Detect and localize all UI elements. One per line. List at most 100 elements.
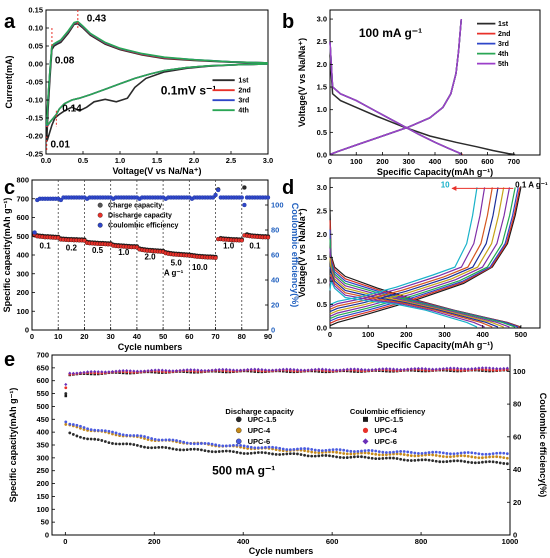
panel-a: 0.43 0.08 0.14 0.01 0.1mV s⁻¹ 1st 2nd 3rd 4th 0.0… [4, 6, 273, 177]
rate-charge-curve [329, 187, 478, 306]
x-tick-label: 400 [476, 330, 489, 339]
cycle-point-UPC-6 [178, 368, 182, 373]
cycle-point-UPC-6 [303, 447, 306, 450]
x-tick-label: 1000 [502, 537, 519, 546]
cycle-point-UPC-6 [306, 447, 310, 451]
cycle-point-UPC-1.5 [505, 462, 509, 466]
x-tick-label: 200 [376, 157, 389, 166]
cycle-point-UPC-6 [345, 449, 349, 453]
cycle-point-UPC-1.5 [264, 451, 267, 455]
cycle-point-UPC-1.5 [466, 460, 470, 464]
charge-curve-5th [329, 19, 463, 156]
cycle-point-UPC-6 [228, 368, 232, 372]
cycle-point-UPC-6 [459, 367, 463, 371]
cycle-point-UPC-6 [395, 450, 399, 454]
cycle-point-UPC-6 [377, 367, 381, 371]
cycle-point-UPC-6 [391, 367, 396, 371]
cycle-point-UPC-1.5 [360, 455, 363, 459]
cycle-point-UPC-6 [498, 367, 502, 371]
y-right-axis-title: Coulombic efficiency(%) [290, 203, 300, 308]
cycle-point-UPC-6 [402, 450, 406, 453]
cycle-point-UPC-4 [374, 452, 378, 456]
cycle-point-UPC-6 [160, 438, 164, 442]
cycle-point-UPC-4 [505, 456, 509, 460]
cycle-point-UPC-4 [338, 451, 342, 455]
cycle-point-UPC-6 [117, 369, 122, 373]
cycle-point-UPC-6 [86, 427, 89, 431]
cycle-point-UPC-1.5 [125, 442, 129, 446]
cycle-point-UPC-6 [370, 368, 374, 372]
cycle-point-UPC-6 [157, 438, 161, 442]
cycle-point-UPC-6 [174, 369, 179, 373]
rate-charge-curve [329, 187, 511, 317]
cycle-point-UPC-6 [143, 435, 146, 438]
cycle-point-UPC-1.5 [342, 456, 346, 460]
panel-label: d [282, 177, 294, 199]
cycle-point-UPC-4 [406, 453, 410, 457]
cycle-point-UPC-6 [231, 368, 236, 372]
cycle-point-UPC-4 [143, 437, 146, 440]
cycle-point-UPC-1.5 [100, 439, 104, 442]
cycle-point-UPC-6 [256, 367, 260, 371]
cycle-point-UPC-1.5 [328, 454, 331, 458]
cycle-point-UPC-1.5 [178, 448, 182, 452]
cycle-point-UPC-1.5 [417, 458, 420, 462]
cycle-point-UPC-6 [260, 368, 264, 372]
y-right-axis-title: Coulombic efficiency(%) [538, 393, 548, 498]
cycle-point-UPC-1.5 [377, 457, 381, 461]
cycle-point-UPC-6 [367, 449, 370, 452]
cycle-point-UPC-6 [352, 367, 356, 371]
cycle-point-UPC-6 [452, 452, 456, 456]
cycle-point-UPC-6 [466, 367, 470, 371]
cycle-point-UPC-6 [175, 439, 178, 442]
cycle-point-UPC-6 [334, 368, 339, 372]
rate-label: 0.1 [249, 241, 261, 250]
cycle-point-UPC-6 [427, 367, 431, 371]
y-right-tick-label: 20 [271, 301, 279, 310]
cycle-point-UPC-6 [310, 447, 314, 451]
cycle-point-UPC-6 [214, 368, 218, 372]
point-discharge-capacity [265, 235, 271, 240]
cycle-point-UPC-6 [299, 368, 303, 372]
cycle-point-UPC-6 [292, 367, 296, 372]
y-tick-label: 100 [36, 505, 49, 514]
cycle-point-UPC-6 [409, 451, 413, 454]
cycle-point-UPC-6 [306, 368, 310, 372]
x-tick-label: 100 [362, 330, 375, 339]
panel-label: a [4, 11, 16, 33]
cycle-point-UPC-6 [424, 451, 427, 455]
cycle-point-UPC-1.5 [498, 461, 502, 465]
cycle-point-UPC-6 [449, 452, 452, 456]
cycle-point-UPC-1.5 [210, 450, 214, 454]
legend-label: Coulombic efficiency [108, 223, 179, 230]
cycle-point-UPC-1.5 [196, 447, 200, 451]
cycle-point-UPC-6 [363, 368, 367, 372]
cycle-point-UPC-6 [470, 367, 474, 371]
current-density-annotation: 100 mA g⁻¹ [359, 26, 422, 40]
y-tick-label: 0.0 [317, 151, 327, 160]
x-tick-label: 300 [402, 157, 415, 166]
cycle-point-UPC-6 [224, 444, 228, 448]
rate-discharge-curve [329, 266, 499, 328]
cycle-point-UPC-6 [185, 441, 189, 445]
cycle-point-UPC-1.5 [189, 447, 193, 451]
cycle-point-UPC-4 [484, 368, 488, 372]
cycle-point-UPC-6 [328, 448, 331, 452]
legend-label: UPC-1.5 [248, 415, 277, 424]
cycle-point-UPC-6 [477, 452, 481, 456]
cycle-point-UPC-1.5 [132, 443, 136, 446]
cycle-point-UPC-6 [327, 368, 332, 372]
cycle-point-UPC-6 [342, 448, 346, 452]
cycle-point-UPC-6 [505, 366, 509, 370]
y-tick-label: 2.0 [317, 230, 327, 239]
cycle-point-UPC-6 [498, 451, 502, 455]
x-tick-label: 400 [237, 537, 250, 546]
cycle-point-UPC-6 [502, 366, 506, 371]
cycle-point-UPC-6 [384, 451, 388, 454]
cycle-point-UPC-1.5 [363, 455, 367, 459]
x-tick-label: 700 [507, 157, 520, 166]
legend-label: UPC-6 [374, 437, 397, 446]
cycle-point-UPC-4 [345, 452, 349, 456]
cycle-point-UPC-4 [274, 448, 278, 452]
